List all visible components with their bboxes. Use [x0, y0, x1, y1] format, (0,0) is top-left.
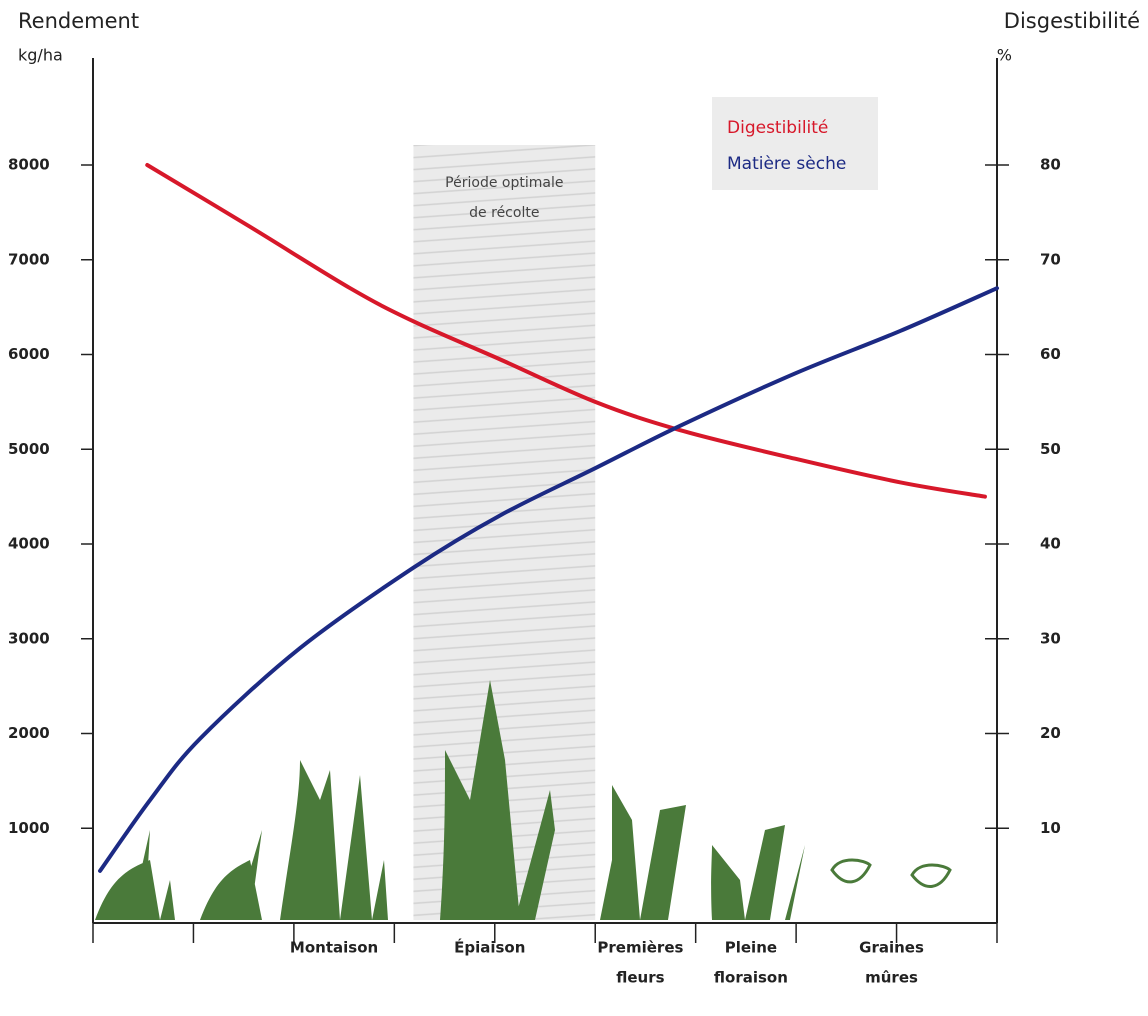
y-tick-label: 1000 — [8, 819, 50, 837]
y-axis-unit: kg/ha — [18, 46, 63, 65]
y-tick-label: 4000 — [8, 535, 50, 553]
stage-label: mûres — [865, 969, 918, 987]
stage-label: floraison — [714, 969, 788, 987]
y2-tick-label: 50 — [1040, 440, 1061, 458]
y2-tick-label: 10 — [1040, 819, 1061, 837]
y-tick-label: 7000 — [8, 250, 50, 268]
stage-label: fleurs — [616, 969, 664, 987]
stage-label: Graines — [859, 939, 924, 957]
legend-entry: Digestibilité — [727, 118, 828, 138]
y-tick-label: 2000 — [8, 724, 50, 742]
y-axis-title: Rendement — [18, 9, 139, 33]
y2-tick-label: 70 — [1040, 250, 1061, 268]
stage-label: Pleine — [725, 939, 777, 957]
y-tick-label: 5000 — [8, 440, 50, 458]
y-tick-label: 6000 — [8, 345, 50, 363]
y-tick-label: 8000 — [8, 156, 50, 174]
y-tick-label: 3000 — [8, 629, 50, 647]
y2-tick-label: 40 — [1040, 535, 1061, 553]
y2-tick-label: 20 — [1040, 724, 1061, 742]
optimal-period-label: de récolte — [469, 205, 539, 221]
legend-entry: Matière sèche — [727, 154, 846, 174]
y2-tick-label: 30 — [1040, 629, 1061, 647]
chart: Rendement kg/ha Disgestibilité % Période… — [0, 0, 1148, 1016]
stage-label: Montaison — [290, 939, 378, 957]
stage-label: Premières — [597, 939, 683, 957]
optimal-period-label: Période optimale — [445, 175, 563, 191]
y2-axis-title: Disgestibilité — [1004, 9, 1140, 33]
y2-axis-unit: % — [997, 46, 1012, 65]
y2-tick-label: 60 — [1040, 345, 1061, 363]
y2-tick-label: 80 — [1040, 156, 1061, 174]
legend-box — [712, 97, 878, 190]
stage-label: Épiaison — [454, 938, 525, 957]
